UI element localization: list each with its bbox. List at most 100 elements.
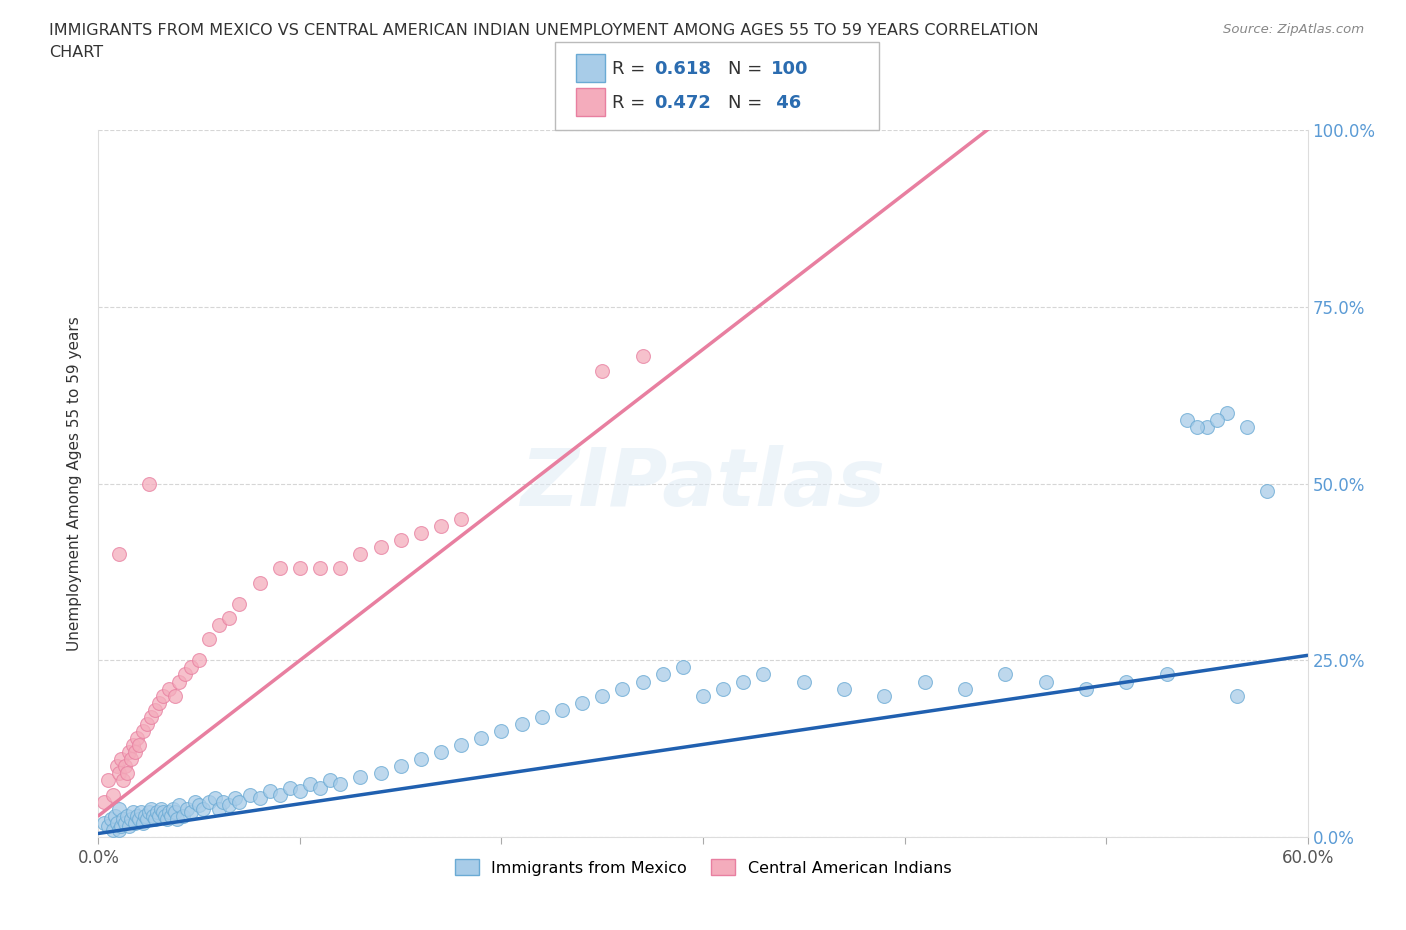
Point <box>1256 484 1278 498</box>
Point <box>143 812 166 827</box>
Point <box>329 561 352 576</box>
Point <box>914 674 936 689</box>
Point <box>132 816 155 830</box>
Text: CHART: CHART <box>49 45 103 60</box>
Point <box>172 808 194 823</box>
Point <box>249 790 271 805</box>
Point <box>152 688 174 703</box>
Point <box>180 804 202 819</box>
Point <box>142 808 165 823</box>
Point <box>121 804 143 819</box>
Point <box>115 766 138 781</box>
Text: 46: 46 <box>770 95 801 113</box>
Point <box>162 802 184 817</box>
Point <box>612 681 634 696</box>
Point <box>132 724 155 738</box>
Point <box>120 812 142 827</box>
Point <box>450 737 472 752</box>
Point <box>118 745 141 760</box>
Point <box>149 802 172 817</box>
Point <box>138 476 160 491</box>
Point <box>994 667 1017 682</box>
Point <box>319 773 342 788</box>
Point <box>370 539 392 554</box>
Point <box>430 519 453 534</box>
Point <box>166 812 188 827</box>
Point <box>450 512 472 526</box>
Point <box>111 812 134 827</box>
Point <box>288 784 311 799</box>
Point <box>349 769 371 784</box>
Point <box>101 822 124 837</box>
Point <box>672 660 695 675</box>
Point <box>631 674 654 689</box>
Point <box>571 696 593 711</box>
Point <box>204 790 226 805</box>
Point <box>389 759 412 774</box>
Point <box>152 804 174 819</box>
Point <box>114 759 136 774</box>
Point <box>389 533 412 548</box>
Point <box>148 808 170 823</box>
Text: R =: R = <box>612 95 645 113</box>
Point <box>198 794 221 809</box>
Point <box>121 737 143 752</box>
Point <box>711 681 734 696</box>
Point <box>224 790 246 805</box>
Point <box>793 674 815 689</box>
Text: N =: N = <box>728 95 762 113</box>
Point <box>1074 681 1097 696</box>
Point <box>120 751 142 766</box>
Point <box>218 798 240 813</box>
Point <box>430 745 453 760</box>
Point <box>733 674 755 689</box>
Point <box>97 773 120 788</box>
Point <box>591 363 613 378</box>
Point <box>139 802 162 817</box>
Point <box>208 802 231 817</box>
Legend: Immigrants from Mexico, Central American Indians: Immigrants from Mexico, Central American… <box>449 853 957 882</box>
Point <box>101 787 124 802</box>
Text: IMMIGRANTS FROM MEXICO VS CENTRAL AMERICAN INDIAN UNEMPLOYMENT AMONG AGES 55 TO : IMMIGRANTS FROM MEXICO VS CENTRAL AMERIC… <box>49 23 1039 38</box>
Point <box>1115 674 1137 689</box>
Point <box>193 802 215 817</box>
Point <box>107 802 129 817</box>
Point <box>409 751 432 766</box>
Point <box>692 688 714 703</box>
Point <box>134 808 156 823</box>
Text: N =: N = <box>728 60 762 77</box>
Point <box>1195 419 1218 434</box>
Point <box>157 804 180 819</box>
Point <box>124 745 146 760</box>
Point <box>188 653 211 668</box>
Text: 100: 100 <box>770 60 808 77</box>
Point <box>309 780 332 795</box>
Text: 0.618: 0.618 <box>654 60 711 77</box>
Point <box>156 812 179 827</box>
Point <box>1206 413 1229 428</box>
Point <box>153 808 176 823</box>
Point <box>184 794 207 809</box>
Point <box>349 547 371 562</box>
Point <box>228 794 250 809</box>
Point <box>218 610 240 625</box>
Point <box>105 816 128 830</box>
Point <box>953 681 976 696</box>
Point <box>1156 667 1178 682</box>
Point <box>115 808 138 823</box>
Point <box>114 816 136 830</box>
Point <box>97 819 120 834</box>
Point <box>118 819 141 834</box>
Point <box>157 681 180 696</box>
Point <box>239 787 262 802</box>
Point <box>1216 405 1239 420</box>
Point <box>105 759 128 774</box>
Point <box>167 798 190 813</box>
Point <box>110 751 132 766</box>
Point <box>148 696 170 711</box>
Point <box>110 819 132 834</box>
Point <box>180 660 202 675</box>
Point <box>138 804 160 819</box>
Point <box>167 674 190 689</box>
Point <box>278 780 301 795</box>
